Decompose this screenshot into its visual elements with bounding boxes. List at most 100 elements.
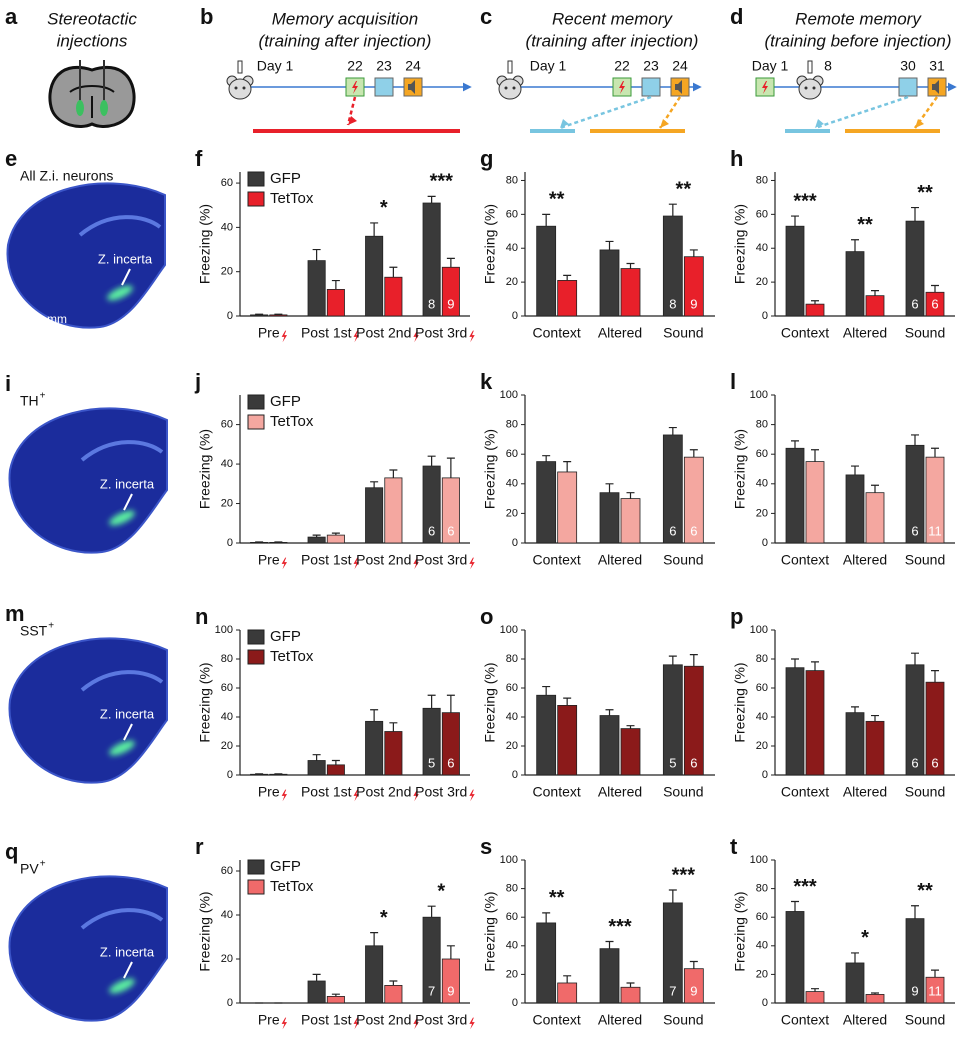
legend-label: TetTox xyxy=(270,190,314,207)
x-tick-label: Post 3rd xyxy=(415,325,467,341)
error-bar xyxy=(563,975,572,983)
n-label: 8 xyxy=(669,296,676,311)
y-axis-label: Freezing (%) xyxy=(732,204,748,284)
x-tick-label: Post 2nd xyxy=(356,552,411,568)
bar xyxy=(536,922,557,1004)
legend-label: TetTox xyxy=(270,648,314,665)
image-label-sup: + xyxy=(40,859,46,870)
y-tick-label: 100 xyxy=(500,389,518,401)
shock-icon xyxy=(413,330,419,343)
bar xyxy=(269,314,288,317)
y-axis-label: Freezing (%) xyxy=(482,204,498,284)
y-tick-label: 20 xyxy=(506,507,518,519)
bar xyxy=(865,295,885,317)
image-label: PV xyxy=(20,861,39,877)
shock-icon xyxy=(413,557,419,570)
error-bar xyxy=(605,709,614,716)
legend-swatch xyxy=(247,649,265,665)
syringe xyxy=(237,60,243,74)
error-bar xyxy=(811,300,819,305)
x-tick-label: Context xyxy=(533,784,581,800)
n-label: 6 xyxy=(911,296,918,311)
mouse-head xyxy=(228,78,252,100)
image-label: All Z.i. neurons xyxy=(20,168,113,184)
arrow-head xyxy=(560,119,569,128)
y-tick-label: 60 xyxy=(506,448,518,460)
x-tick-label: Post 1st xyxy=(301,552,352,568)
y-tick-label: 60 xyxy=(506,911,518,923)
y-axis-label: Freezing (%) xyxy=(732,662,748,742)
error-bar xyxy=(427,455,436,467)
x-tick-label: Altered xyxy=(598,325,642,341)
day-label: 24 xyxy=(672,58,688,74)
x-tick-label: Sound xyxy=(663,552,703,568)
error-bar xyxy=(370,481,379,488)
syringe xyxy=(807,60,813,74)
n-label: 9 xyxy=(911,983,918,998)
significance: * xyxy=(861,927,869,949)
n-label: 8 xyxy=(428,296,435,311)
error-bar xyxy=(668,203,677,217)
error-bar xyxy=(851,465,859,475)
y-axis-label: Freezing (%) xyxy=(197,429,213,509)
error-bar xyxy=(255,313,264,315)
error-bar xyxy=(931,284,939,293)
x-tick-label: Altered xyxy=(843,784,887,800)
y-axis-label: Freezing (%) xyxy=(197,204,213,284)
error-bar xyxy=(542,455,551,462)
speaker-icon xyxy=(408,80,415,94)
shock-icon xyxy=(413,789,419,802)
injection-site xyxy=(76,100,84,116)
panel-letter: n xyxy=(195,604,208,629)
panel-title: (training after injection) xyxy=(259,31,432,50)
y-tick-label: 100 xyxy=(215,624,233,636)
y-tick-label: 60 xyxy=(756,208,768,220)
panel-title: injections xyxy=(57,31,128,50)
error-bar xyxy=(871,714,879,722)
y-tick-label: 80 xyxy=(506,883,518,895)
bar xyxy=(805,670,825,776)
n-label: 9 xyxy=(690,296,697,311)
shock-icon xyxy=(469,330,475,343)
bar xyxy=(805,303,825,317)
error-bar xyxy=(931,670,939,683)
region-label: Z. incerta xyxy=(100,706,155,721)
x-tick-label: Sound xyxy=(663,1012,703,1028)
significance: *** xyxy=(793,876,817,898)
significance: *** xyxy=(793,190,817,212)
mouse-head xyxy=(798,78,822,100)
n-label: 6 xyxy=(911,755,918,770)
n-label: 9 xyxy=(447,296,454,311)
error-bar xyxy=(542,912,551,923)
error-bar xyxy=(605,240,614,250)
error-bar xyxy=(931,969,939,978)
legend-label: GFP xyxy=(270,393,301,410)
bar xyxy=(785,667,805,776)
error-bar xyxy=(811,988,819,992)
bar xyxy=(536,461,557,544)
error-bar xyxy=(871,289,879,296)
error-bar xyxy=(689,960,698,969)
shock-icon xyxy=(469,1017,475,1030)
y-tick-label: 100 xyxy=(750,389,768,401)
panel-letter: a xyxy=(5,4,18,29)
x-tick-label: Post 1st xyxy=(301,784,352,800)
brain-inner xyxy=(69,85,115,118)
legend-label: TetTox xyxy=(270,413,314,430)
error-bar xyxy=(871,484,879,493)
error-bar xyxy=(370,932,379,946)
error-bar xyxy=(791,658,799,668)
zi-fluorescence xyxy=(109,510,135,526)
y-tick-label: 80 xyxy=(506,174,518,186)
panel-title: (training after injection) xyxy=(526,31,699,50)
n-label: 7 xyxy=(669,983,676,998)
y-tick-label: 0 xyxy=(762,537,768,549)
shock-icon xyxy=(353,557,359,570)
y-axis-label: Freezing (%) xyxy=(482,891,498,971)
panel-letter: h xyxy=(730,146,743,171)
bar xyxy=(599,948,620,1004)
y-tick-label: 0 xyxy=(227,310,233,322)
x-tick-label: Context xyxy=(781,784,829,800)
zi-fluorescence xyxy=(109,978,135,994)
